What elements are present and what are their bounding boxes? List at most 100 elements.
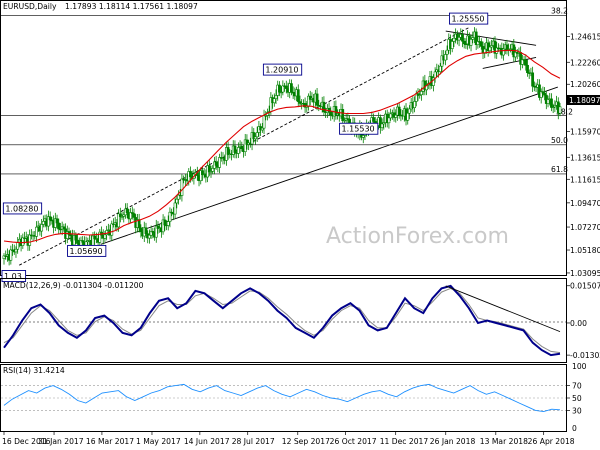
- price-candle: [392, 107, 396, 122]
- price-candle: [298, 95, 302, 108]
- price-annotation: 1.25550: [449, 12, 489, 25]
- price-candle: [382, 116, 386, 130]
- price-candle: [240, 141, 244, 152]
- price-candle: [130, 206, 134, 220]
- price-panel-frame: [0, 0, 567, 276]
- price-candle: [161, 214, 165, 235]
- price-candle: [539, 88, 543, 104]
- price-tick-label: 1.24615: [570, 32, 600, 41]
- price-candle: [245, 134, 249, 150]
- moving-average-line: [3, 49, 561, 244]
- price-candle: [65, 225, 69, 244]
- price-candle: [266, 108, 269, 121]
- price-tick-label: 1.11615: [570, 175, 600, 184]
- price-tick-label: 1.15970: [570, 127, 600, 136]
- price-candle: [445, 45, 449, 61]
- price-candle: [166, 215, 170, 231]
- svg-text:1.15530: 1.15530: [342, 125, 375, 134]
- date-tick-label: 31 Jan 2017: [38, 437, 84, 446]
- fib-level-label-partial: 38.2: [556, 108, 573, 117]
- price-candle: [148, 229, 151, 244]
- price-candle: [553, 100, 557, 113]
- price-candle: [170, 208, 174, 217]
- price-candle: [9, 245, 13, 265]
- price-candle: [41, 215, 45, 228]
- price-candle: [218, 153, 221, 174]
- fib-level-label: 38.2: [551, 6, 568, 15]
- price-candle: [551, 103, 555, 114]
- price-tick-label: 1.05180: [570, 246, 600, 255]
- price-candle: [457, 32, 461, 47]
- fib-level-label: 50.0: [551, 136, 568, 145]
- price-candle: [462, 37, 466, 49]
- price-candle: [541, 86, 545, 98]
- price-candle: [50, 216, 54, 225]
- price-candle: [408, 105, 411, 120]
- price-candle: [387, 111, 391, 129]
- price-candle: [211, 165, 215, 175]
- price-axis-ticks: 1.24615 1.22260 1.20260 1.15970 1.13615 1.116…: [566, 32, 600, 278]
- price-candle: [14, 246, 18, 258]
- price-candle: [315, 87, 319, 111]
- price-candle: [469, 34, 473, 52]
- macd-line: [3, 284, 561, 357]
- price-candle: [284, 80, 288, 94]
- price-candle: [168, 207, 172, 228]
- price-candle: [98, 228, 102, 248]
- price-candle: [236, 142, 240, 159]
- price-candle: [505, 39, 509, 55]
- price-tick-label: 1.03095: [570, 269, 600, 278]
- date-tick-label: 16 Mar 2017: [86, 437, 134, 446]
- price-candle: [154, 219, 158, 243]
- price-candle: [120, 211, 124, 220]
- price-candle: [471, 31, 475, 44]
- macd-signal-line: [3, 287, 561, 354]
- price-candle: [214, 155, 218, 170]
- price-tick-label: 1.22260: [570, 58, 600, 67]
- macd-panel-frame: [0, 278, 567, 363]
- date-tick-label: 13 Mar 2018: [480, 437, 528, 446]
- price-candle: [175, 195, 179, 209]
- price-candle: [531, 66, 535, 92]
- price-candle: [514, 46, 517, 62]
- price-candle: [149, 225, 153, 239]
- price-candle: [243, 133, 247, 156]
- price-annotation: 1.08280: [2, 202, 43, 215]
- price-candle: [252, 128, 256, 143]
- price-candle: [28, 229, 32, 251]
- price-candle: [103, 231, 107, 242]
- price-candle: [40, 218, 44, 237]
- price-annotation: 1.15530: [339, 122, 379, 135]
- price-candle: [296, 84, 300, 108]
- price-candle: [35, 221, 38, 243]
- macd-panel: MACD(12,26,9) -0.011304 -0.011200 0.0150…: [0, 278, 600, 363]
- price-candle: [199, 167, 203, 185]
- price-candle: [132, 208, 136, 221]
- price-candle: [226, 141, 230, 160]
- rsi-tick-label: 50: [572, 394, 582, 403]
- price-candle: [558, 102, 562, 117]
- price-candle: [151, 227, 155, 239]
- price-candle: [452, 32, 456, 48]
- price-candle: [450, 38, 454, 53]
- price-candle: [380, 118, 384, 131]
- date-tick-label: 26 Jan 2018: [430, 437, 476, 446]
- price-tick-label: 1.13615: [570, 153, 600, 162]
- price-candle: [538, 79, 541, 101]
- price-candle: [118, 207, 122, 223]
- price-candle: [122, 211, 126, 223]
- price-candle: [255, 126, 259, 142]
- price-candle: [476, 35, 480, 49]
- price-candle: [397, 102, 401, 119]
- price-candle: [438, 62, 442, 75]
- price-candle: [443, 50, 447, 66]
- svg-text:1.03: 1.03: [4, 272, 22, 281]
- last-price-value: 1.18097: [569, 96, 600, 105]
- fib-level-label: 61.8: [551, 165, 568, 174]
- price-candle: [278, 81, 281, 97]
- price-candle: [2, 253, 6, 265]
- price-candle: [177, 190, 180, 205]
- price-candle: [524, 54, 528, 71]
- date-tick-label: 12 Sep 2017: [282, 437, 330, 446]
- price-candle: [129, 207, 132, 223]
